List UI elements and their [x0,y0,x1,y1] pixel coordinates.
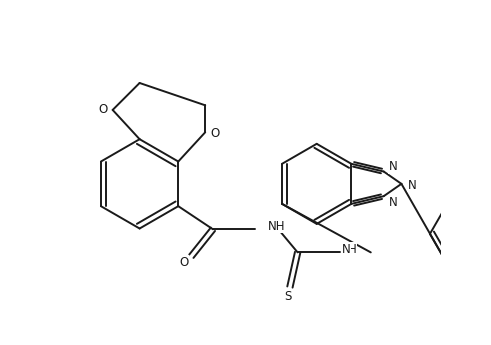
Text: N: N [388,196,397,209]
Text: S: S [285,290,292,303]
Text: O: O [98,104,107,116]
Text: N: N [408,179,416,192]
Text: O: O [211,127,220,140]
Text: N: N [342,243,350,256]
Text: O: O [179,256,188,269]
Text: NH: NH [268,220,285,233]
Text: N: N [388,160,397,174]
Text: H: H [348,243,356,256]
